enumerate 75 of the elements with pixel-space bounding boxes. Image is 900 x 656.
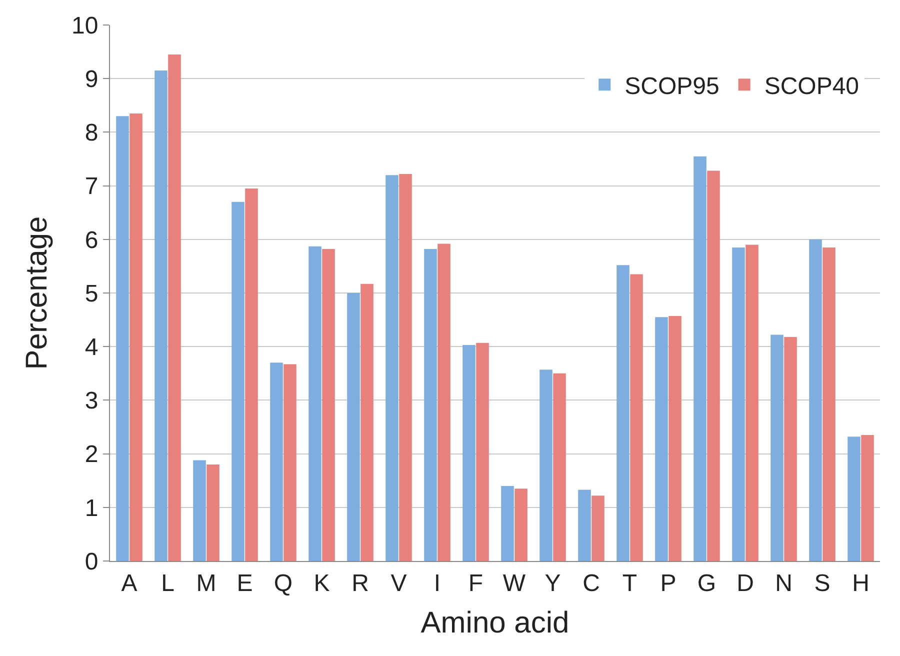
bar	[270, 362, 283, 561]
bar	[347, 293, 360, 561]
y-tick-label: 3	[84, 388, 98, 415]
x-tick-label: L	[161, 570, 174, 597]
y-tick-label: 5	[84, 280, 98, 308]
bar	[168, 54, 181, 561]
x-tick-label: T	[622, 570, 638, 597]
bar	[232, 202, 244, 561]
x-tick-label: C	[582, 570, 600, 597]
y-tick-label: 1	[84, 494, 98, 522]
y-tick-label: 2	[84, 441, 98, 468]
bar	[360, 284, 374, 561]
bar	[592, 496, 604, 561]
bar	[116, 116, 129, 561]
bar	[655, 317, 668, 561]
bar	[694, 156, 706, 561]
x-tick-label: G	[697, 570, 716, 597]
y-tick-label: 4	[84, 334, 98, 361]
x-tick-label: Y	[544, 570, 561, 597]
x-tick-label: I	[434, 570, 441, 597]
y-tick-label: 10	[71, 12, 98, 40]
bar	[424, 249, 437, 561]
x-tick-label: H	[852, 570, 870, 597]
x-tick-label: R	[352, 570, 369, 597]
y-tick-label: 8	[84, 120, 98, 147]
bar	[154, 70, 168, 561]
bar	[399, 174, 412, 561]
bar	[245, 188, 258, 561]
x-tick-label: P	[660, 570, 676, 597]
x-tick-label: F	[468, 570, 484, 597]
bar	[616, 265, 630, 561]
bar	[501, 486, 514, 561]
y-tick-label: 7	[84, 173, 98, 200]
bar	[809, 239, 822, 561]
bar	[386, 175, 398, 561]
x-tick-label: A	[121, 570, 138, 597]
bar	[476, 342, 489, 561]
bar	[206, 464, 220, 561]
y-tick-label: 9	[84, 66, 98, 93]
bar	[130, 113, 142, 561]
bar	[578, 490, 591, 561]
x-tick-label: V	[390, 570, 407, 597]
y-tick-label: 0	[84, 548, 98, 576]
bar	[438, 244, 450, 561]
bar	[848, 436, 860, 561]
x-tick-label: K	[314, 570, 330, 597]
x-axis-title: Amino acid	[420, 606, 570, 640]
bar	[462, 344, 476, 561]
y-tick-label: 6	[84, 226, 98, 254]
bar	[770, 334, 784, 561]
bar	[732, 247, 745, 561]
bar	[284, 364, 296, 561]
legend-label: SCOP40	[764, 72, 860, 100]
bar	[193, 460, 206, 561]
legend-label: SCOP95	[624, 72, 720, 100]
y-axis-title: Percentage	[20, 216, 54, 370]
x-tick-label: N	[775, 570, 792, 597]
x-tick-label: W	[502, 570, 526, 597]
x-tick-label: D	[736, 570, 754, 597]
bar	[861, 435, 874, 561]
x-tick-label: Q	[274, 570, 293, 597]
bar	[746, 244, 758, 561]
bar	[707, 170, 720, 561]
bar	[322, 249, 335, 561]
bar	[668, 316, 682, 561]
bar	[540, 370, 552, 561]
bar	[308, 246, 322, 561]
bar	[553, 373, 566, 561]
x-tick-label: M	[196, 570, 216, 597]
bar	[822, 247, 836, 561]
bar	[784, 336, 797, 561]
x-tick-label: S	[814, 570, 830, 597]
x-tick-label: E	[236, 570, 253, 597]
bar	[630, 274, 643, 561]
bar	[514, 488, 528, 561]
